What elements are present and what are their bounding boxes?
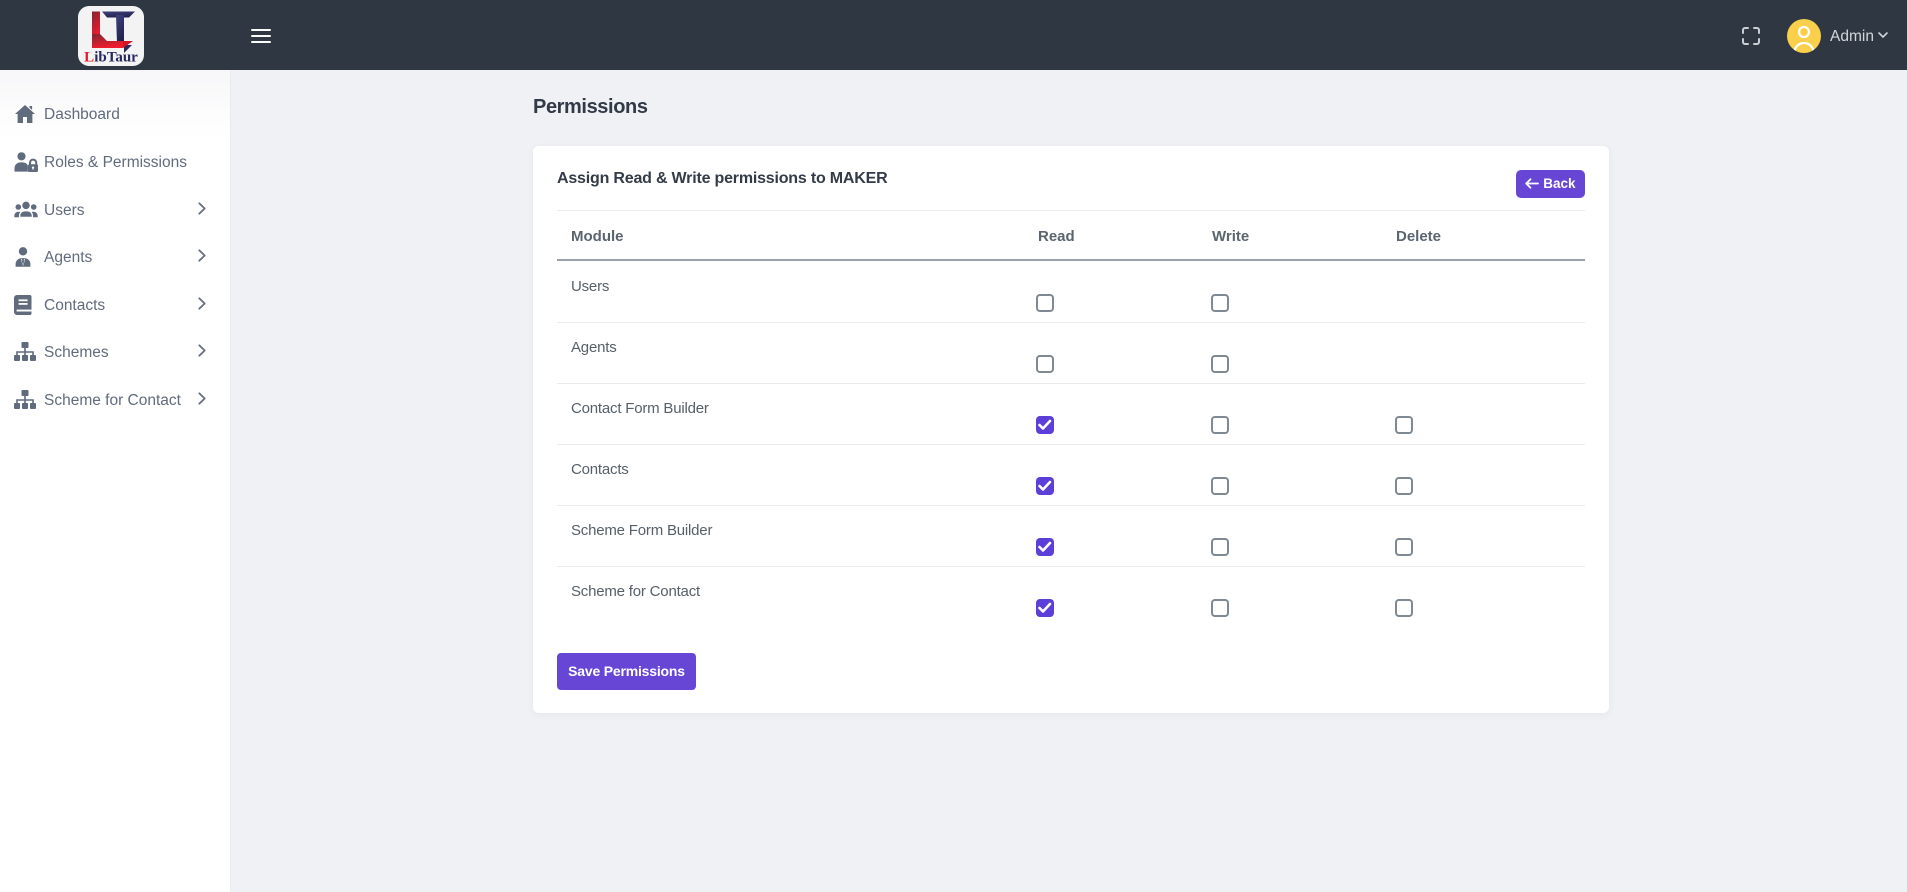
svg-text:LibTaur: LibTaur	[84, 50, 138, 66]
